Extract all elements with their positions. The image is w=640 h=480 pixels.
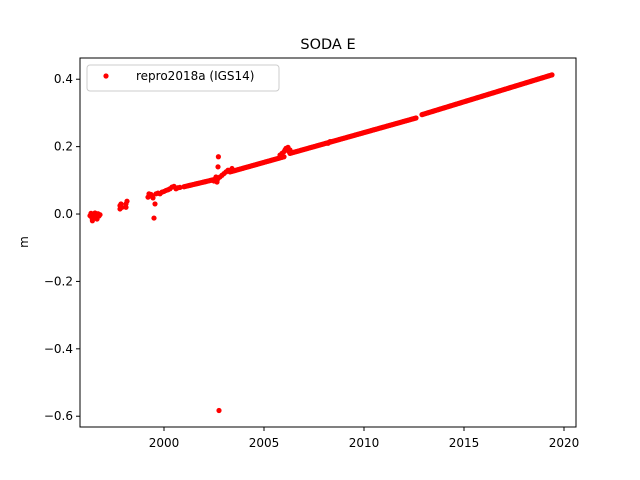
data-point bbox=[150, 195, 156, 201]
data-point bbox=[152, 201, 158, 207]
data-point bbox=[89, 218, 95, 224]
x-tick-label: 2010 bbox=[349, 436, 380, 450]
x-tick-label: 2000 bbox=[149, 436, 180, 450]
chart-title: SODA E bbox=[300, 37, 355, 53]
y-tick-label: 0.0 bbox=[54, 207, 73, 221]
data-point bbox=[151, 215, 157, 221]
y-tick-label: −0.4 bbox=[44, 342, 73, 356]
data-point bbox=[215, 154, 221, 160]
data-point bbox=[97, 212, 103, 218]
y-axis-label: m bbox=[17, 236, 31, 248]
data-point bbox=[225, 167, 231, 173]
data-point bbox=[229, 165, 235, 172]
data-point bbox=[413, 115, 419, 121]
y-tick-label: 0.2 bbox=[54, 140, 73, 154]
data-point bbox=[213, 174, 219, 180]
x-tick-label: 2020 bbox=[549, 436, 580, 450]
data-point bbox=[119, 204, 125, 210]
y-tick-label: −0.2 bbox=[44, 274, 73, 288]
y-tick-label: −0.6 bbox=[44, 409, 73, 423]
legend: repro2018a (IGS14) bbox=[86, 64, 280, 92]
data-point bbox=[549, 72, 555, 78]
legend-marker bbox=[103, 73, 109, 79]
data-points bbox=[87, 72, 555, 414]
x-tick-label: 2005 bbox=[249, 436, 280, 450]
x-tick-label: 2015 bbox=[449, 436, 480, 450]
x-axis: 2000 2005 2010 2015 2020 bbox=[149, 427, 580, 450]
data-point bbox=[214, 179, 220, 185]
axes-frame bbox=[79, 57, 577, 428]
data-point bbox=[124, 198, 130, 204]
data-point bbox=[287, 147, 293, 153]
data-point bbox=[216, 407, 222, 414]
y-axis: −0.6 −0.4 −0.2 0.0 0.2 0.4 bbox=[44, 72, 80, 423]
legend-entry-label: repro2018a (IGS14) bbox=[136, 69, 254, 83]
data-point bbox=[177, 184, 183, 191]
legend-box bbox=[86, 64, 280, 92]
data-point bbox=[327, 138, 333, 145]
y-tick-label: 0.4 bbox=[54, 72, 73, 86]
data-point bbox=[215, 164, 221, 170]
